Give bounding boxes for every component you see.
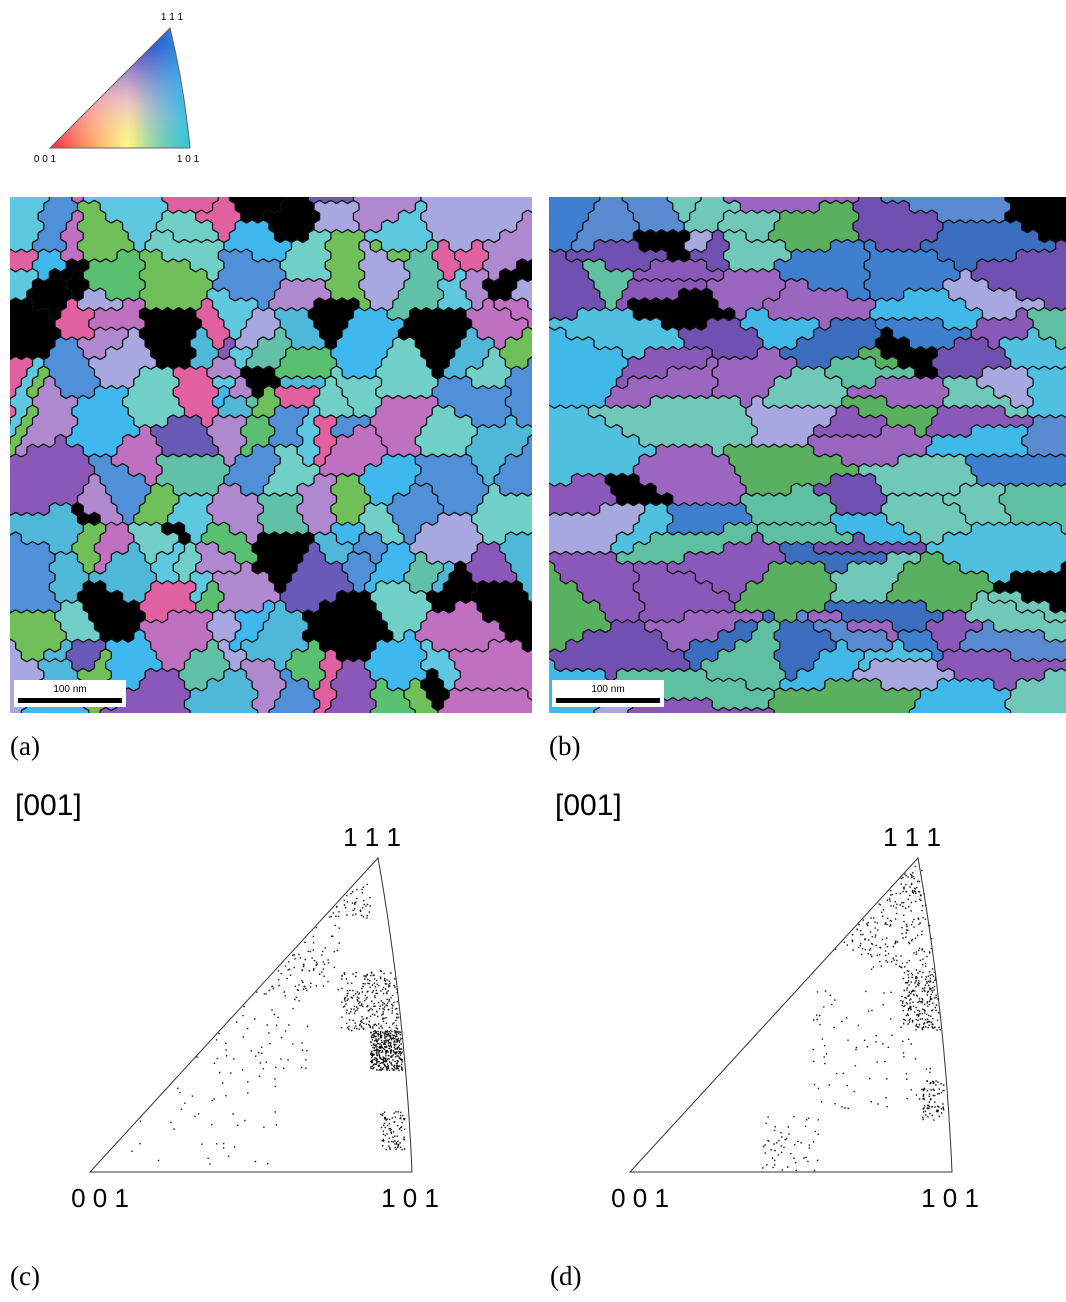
- corner-label: 1 1 1: [343, 822, 401, 852]
- legend-fill: [50, 28, 190, 148]
- legend-label: 1 1 1: [161, 12, 184, 23]
- ipf-outline: [630, 858, 952, 1172]
- figure: 1 1 1 0 0 1 1 0 1 (a) (b) [001] 1 1 1 0 0 …: [0, 0, 1066, 1302]
- orientation-points: [762, 866, 945, 1172]
- panel-label: (a): [10, 731, 40, 761]
- corner-label: 1 1 1: [883, 822, 941, 852]
- scale-label: 100 nm: [53, 684, 86, 695]
- legend-label: 1 0 1: [177, 154, 200, 165]
- orientation-map: [515, 171, 1066, 730]
- corner-label: 0 0 1: [71, 1183, 129, 1213]
- grain: [966, 454, 1066, 487]
- inverse-pole-figure: [001] 1 1 1 0 0 1 1 0 1 (d): [550, 789, 979, 1291]
- orientation-map: [0, 171, 556, 730]
- scale-line: [556, 698, 660, 703]
- scale-bar: 100 nm: [552, 680, 664, 707]
- panel-label: (b): [549, 731, 580, 761]
- corner-label: 0 0 1: [611, 1183, 669, 1213]
- scale-label: 100 nm: [591, 684, 624, 695]
- grain: [314, 200, 359, 233]
- scale-line: [18, 698, 122, 703]
- ipf-legend: 1 1 1 0 0 1 1 0 1: [34, 12, 200, 165]
- corner-label: 1 0 1: [921, 1183, 979, 1213]
- panel-label: (c): [10, 1261, 40, 1291]
- direction-label: [001]: [555, 789, 622, 822]
- scale-bar: 100 nm: [14, 680, 126, 707]
- grain: [432, 688, 556, 730]
- inverse-pole-figure: [001] 1 1 1 0 0 1 1 0 1 (c): [10, 789, 439, 1291]
- legend-label: 0 0 1: [34, 154, 57, 165]
- panel-label: (d): [550, 1261, 581, 1291]
- orientation-points: [131, 884, 405, 1165]
- direction-label: [001]: [15, 789, 82, 822]
- corner-label: 1 0 1: [381, 1183, 439, 1213]
